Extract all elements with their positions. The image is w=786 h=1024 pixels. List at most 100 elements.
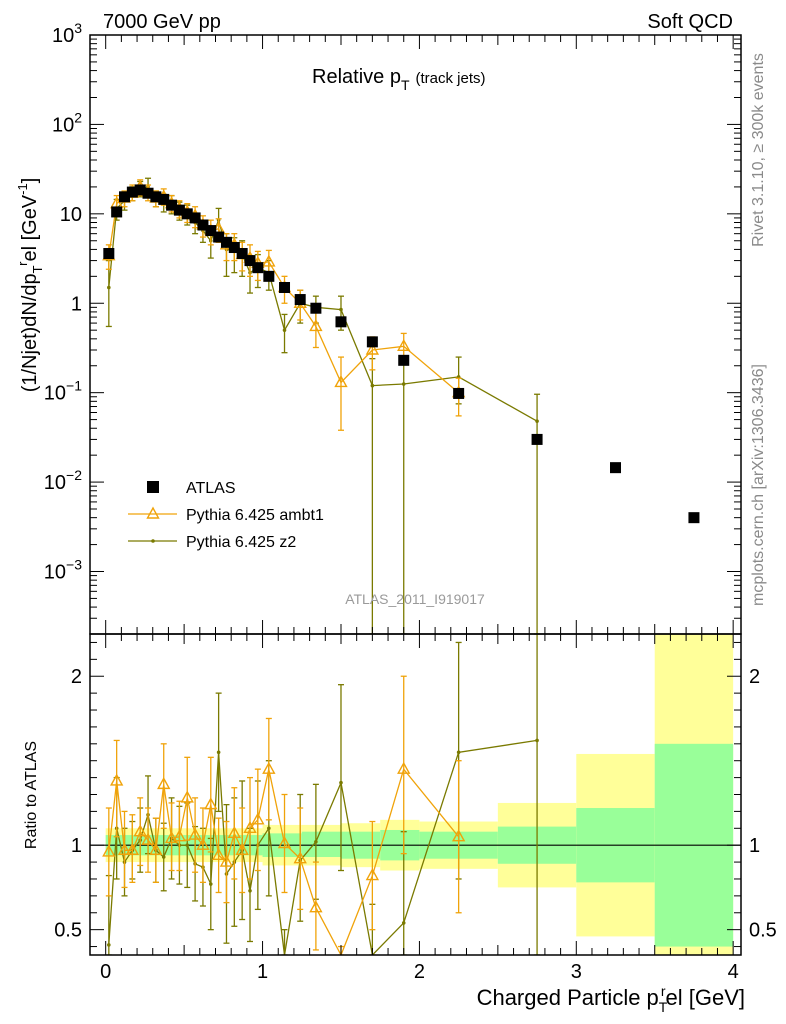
ambt1-point [219, 854, 234, 867]
ambt1-point [309, 319, 323, 332]
atlas-point [366, 336, 378, 348]
atlas-point [220, 236, 232, 248]
main-title-subscript: T [401, 77, 410, 93]
main-y-tick-label: 10−3 [44, 557, 82, 584]
main-y-label-superscript: r [15, 261, 30, 266]
atlas-point [173, 204, 185, 216]
ambt1-point [133, 824, 147, 837]
z2-point [401, 382, 406, 386]
ratio-y-tick-label: 1 [71, 835, 82, 857]
z2-point [535, 419, 539, 423]
atlas-point [103, 248, 115, 260]
ambt1-point [277, 836, 292, 849]
z2-point [370, 383, 375, 388]
main-y-tick-exponent: −3 [66, 557, 82, 573]
ratio-y-tick-label: 2 [71, 666, 82, 688]
atlas-point [688, 512, 700, 524]
ambt1-point [365, 342, 380, 355]
ambt1-point [102, 844, 116, 857]
atlas-point [150, 191, 162, 203]
ambt1-point [109, 773, 124, 786]
atlas-point [197, 219, 209, 231]
ratio-y-tick-label-right: 1 [749, 835, 760, 857]
z2-point [401, 921, 406, 925]
atlas-point [531, 433, 543, 445]
main-y-tick-exponent: −1 [66, 378, 82, 394]
ambt1-point [397, 761, 411, 774]
main-y-tick-base: 10 [44, 472, 66, 494]
legend-label-z2: Pythia 6.425 z2 [186, 534, 296, 551]
atlas-point [134, 184, 146, 196]
ambt1-point [196, 837, 210, 850]
z2-point [535, 738, 539, 743]
main-y-tick-exponent: 2 [74, 109, 82, 125]
main-y-tick-label: 10−2 [44, 467, 82, 494]
ambt1-point [309, 900, 323, 913]
ambt1-point [141, 832, 155, 845]
x-label-suffix: el [GeV] [666, 985, 745, 1010]
main-y-tick-base: 10 [52, 25, 74, 47]
x-label-subscript: T [659, 999, 668, 1015]
atlas-point [252, 262, 264, 274]
atlas-point [279, 282, 291, 294]
ambt1-point [204, 797, 218, 810]
x-label-superscript: r [661, 983, 666, 999]
main-title-text: Relative p [312, 66, 401, 88]
atlas-point [453, 387, 465, 399]
ambt1-point [172, 829, 187, 842]
ambt1-point [243, 820, 257, 833]
z2-point [107, 943, 111, 947]
x-tick-label: 1 [257, 961, 268, 983]
legend-ambt1-marker [146, 506, 160, 519]
main-y-tick-label: 10 [60, 204, 82, 226]
main-y-label-subscript: T [30, 265, 45, 273]
ambt1-point [334, 375, 348, 388]
ambt1-point [251, 812, 265, 825]
ratio-y-tick-label-right: 0.5 [749, 920, 777, 942]
legend-label-atlas: ATLAS [186, 480, 236, 497]
mcplots-source-label: mcplots.cern.ch [arXiv:1306.3436] [750, 364, 767, 606]
main-plot-area [102, 177, 700, 634]
ambt1-point [335, 973, 346, 983]
ambt1-point [451, 829, 466, 842]
ambt1-point [157, 776, 171, 790]
atlas-point [119, 191, 131, 203]
main-y-tick-exponent: 3 [74, 20, 82, 36]
atlas-point [142, 187, 154, 199]
ambt1-point [149, 842, 163, 855]
ambt1-point [235, 842, 249, 855]
analysis-id-label: ATLAS_2011_I919017 [345, 591, 485, 607]
ambt1-point [211, 847, 226, 861]
legend-z2-marker [151, 539, 155, 543]
atlas-point [294, 294, 306, 306]
z2-point [314, 840, 318, 844]
ratio-y-tick-label-right: 2 [749, 666, 760, 688]
z2-point [339, 307, 343, 312]
energy-label: 7000 GeV pp [103, 11, 221, 33]
x-axis-label: Charged Particle pTrel [GeV] [477, 983, 745, 1015]
ambt1-point [262, 254, 276, 267]
z2-point [185, 843, 190, 847]
ambt1-point [164, 830, 179, 844]
ambt1-point [125, 842, 140, 855]
ambt1-point [262, 761, 276, 774]
main-title-suffix: (track jets) [416, 70, 486, 87]
main-y-label-suffix: el [GeV [19, 194, 41, 261]
atlas-point [166, 199, 178, 211]
atlas-point [310, 302, 322, 314]
z2-point [267, 826, 271, 831]
ambt1-point [293, 851, 307, 864]
atlas-point [205, 225, 217, 237]
z2-line [108, 186, 538, 422]
main-y-tick-label: 1 [71, 293, 82, 315]
z2-point [161, 855, 166, 859]
atlas-point [244, 255, 256, 267]
z2-point [107, 285, 111, 290]
ambt1-point [397, 338, 411, 352]
z2-point [283, 957, 287, 961]
atlas-point [181, 208, 193, 220]
ratio-y-axis-label: Ratio to ATLAS [23, 741, 40, 849]
ambt1-point [227, 825, 242, 839]
rivet-version-label: Rivet 3.1.10, ≥ 300k events [750, 53, 767, 247]
